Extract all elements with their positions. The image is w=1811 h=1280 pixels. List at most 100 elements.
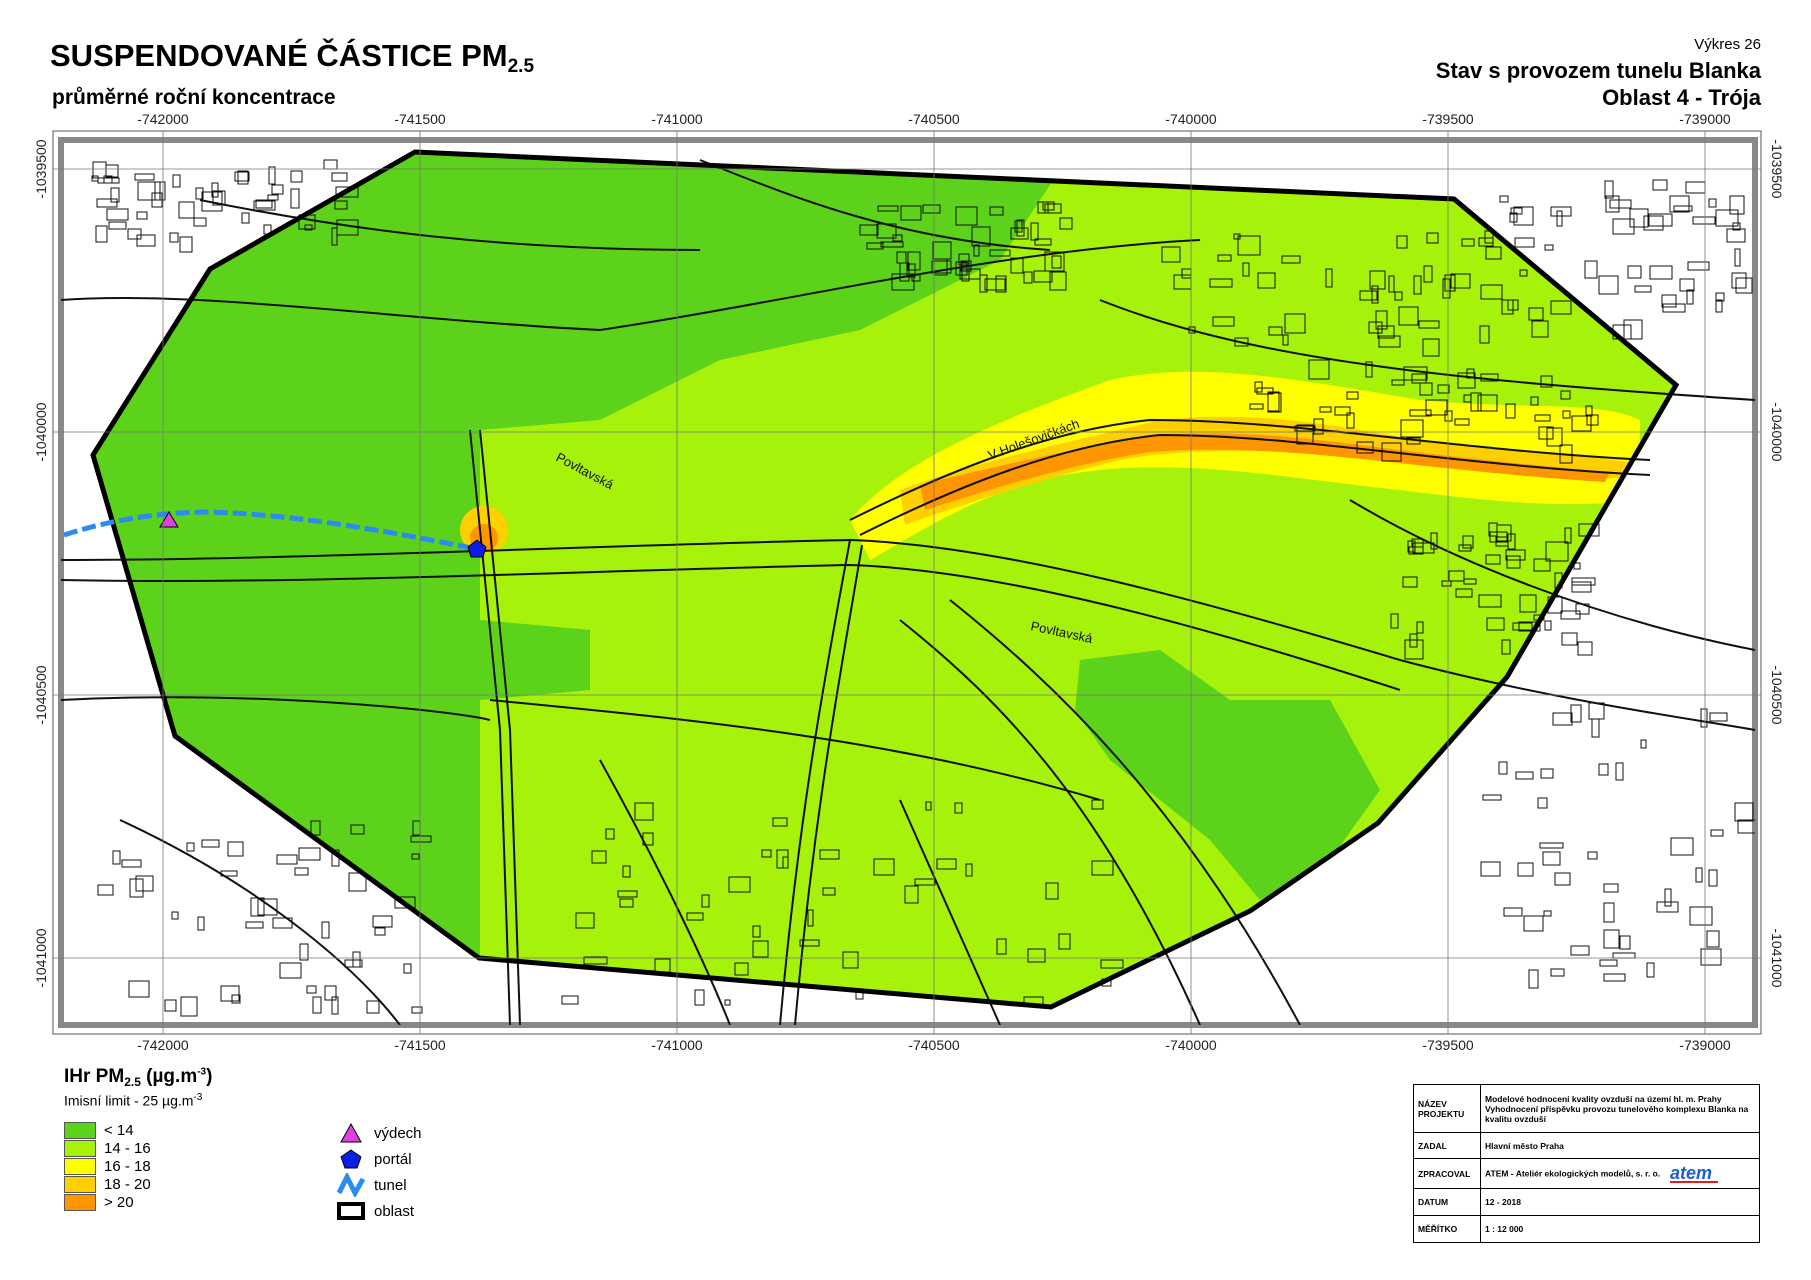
legend-class: 16 - 18 <box>64 1157 151 1175</box>
building <box>960 260 972 272</box>
processor-text: ATEM - Ateliér ekologických modelů, s. r… <box>1485 1167 1661 1178</box>
road <box>61 563 1401 691</box>
building <box>1412 542 1435 554</box>
building <box>272 917 293 929</box>
road <box>61 239 1201 332</box>
building <box>866 242 884 250</box>
road <box>1349 499 1755 651</box>
building <box>954 802 963 814</box>
building <box>1381 442 1402 462</box>
building <box>1485 554 1501 565</box>
building <box>334 200 348 210</box>
x-tick-label-bottom: -740500 <box>908 1037 960 1053</box>
building <box>195 187 204 200</box>
building <box>1294 425 1316 432</box>
road <box>469 429 511 1025</box>
x-tick-label-top: -739500 <box>1422 111 1474 127</box>
building <box>1530 396 1539 406</box>
building <box>348 872 367 892</box>
building <box>178 201 195 219</box>
building <box>1442 278 1451 299</box>
building <box>1673 205 1693 212</box>
building <box>1556 210 1563 227</box>
portal-marker[interactable] <box>467 539 487 558</box>
building <box>1512 622 1533 631</box>
building <box>271 184 284 195</box>
y-tick-label-left: -1041000 <box>33 928 49 987</box>
building <box>1623 319 1643 340</box>
building <box>1209 278 1233 288</box>
building <box>227 841 244 857</box>
building <box>1505 549 1526 561</box>
building <box>904 885 919 904</box>
building <box>97 177 120 184</box>
x-tick-label-bottom: -739500 <box>1422 1037 1474 1053</box>
building <box>1732 222 1741 231</box>
building <box>961 262 970 282</box>
building <box>1458 544 1472 552</box>
x-tick-label-top: -742000 <box>137 111 189 127</box>
building <box>231 994 241 1004</box>
building <box>1570 945 1590 956</box>
building <box>1455 588 1473 598</box>
cell-value: 1 : 12 000 <box>1480 1215 1760 1243</box>
tunnel-line-icon <box>336 1173 366 1197</box>
zone-gt20 <box>920 433 1610 510</box>
building <box>97 884 114 896</box>
y-tick-label-right: -1040500 <box>1769 665 1785 724</box>
building <box>1514 237 1535 248</box>
building <box>880 241 904 248</box>
building <box>1369 270 1386 290</box>
building <box>1030 222 1039 241</box>
building <box>1652 179 1668 191</box>
building <box>310 820 321 836</box>
building <box>1441 580 1452 587</box>
building <box>591 850 607 864</box>
road <box>779 539 851 1025</box>
building <box>1394 291 1403 301</box>
building <box>936 858 957 870</box>
building <box>1411 373 1427 384</box>
title-text: SUSPENDOVANÉ ČÁSTICE PM <box>50 38 508 73</box>
building <box>1515 771 1534 780</box>
building <box>1284 313 1306 334</box>
building <box>1715 292 1725 302</box>
building <box>1700 948 1722 966</box>
building <box>979 274 988 293</box>
building <box>1604 180 1614 199</box>
y-tick-label-left: -1040000 <box>33 402 49 461</box>
building <box>135 875 154 892</box>
building <box>1519 269 1528 277</box>
building <box>268 166 276 185</box>
building <box>1506 555 1521 569</box>
building <box>1377 325 1395 339</box>
building <box>253 200 276 211</box>
building <box>186 842 195 852</box>
building <box>1518 621 1541 632</box>
cell-label: ZADAL <box>1413 1132 1481 1159</box>
building <box>996 938 1007 955</box>
title-subscript: 2.5 <box>507 56 535 77</box>
building <box>1482 794 1502 801</box>
building <box>1531 320 1549 338</box>
building <box>1513 206 1534 226</box>
building <box>1603 883 1619 893</box>
building <box>279 962 302 979</box>
building <box>1034 238 1052 246</box>
concentration-map: Povltavská Povltavská V Holešovičkách -7… <box>33 111 1785 1053</box>
legend-title-unit: (µg.m <box>140 1066 198 1087</box>
road <box>899 799 1001 1025</box>
building <box>366 1000 380 1014</box>
building <box>891 273 915 291</box>
building <box>257 898 278 916</box>
building <box>136 234 156 247</box>
legend-limit: Imisní limit - 25 µg.m-3 <box>64 1092 202 1109</box>
outlet-marker[interactable] <box>159 511 179 528</box>
building <box>900 205 922 221</box>
road <box>899 619 1201 1025</box>
building <box>1670 837 1694 856</box>
building <box>605 828 615 840</box>
map-title: SUSPENDOVANÉ ČÁSTICE PM2.5 <box>50 38 534 78</box>
building <box>1560 390 1571 400</box>
building <box>1325 268 1333 288</box>
